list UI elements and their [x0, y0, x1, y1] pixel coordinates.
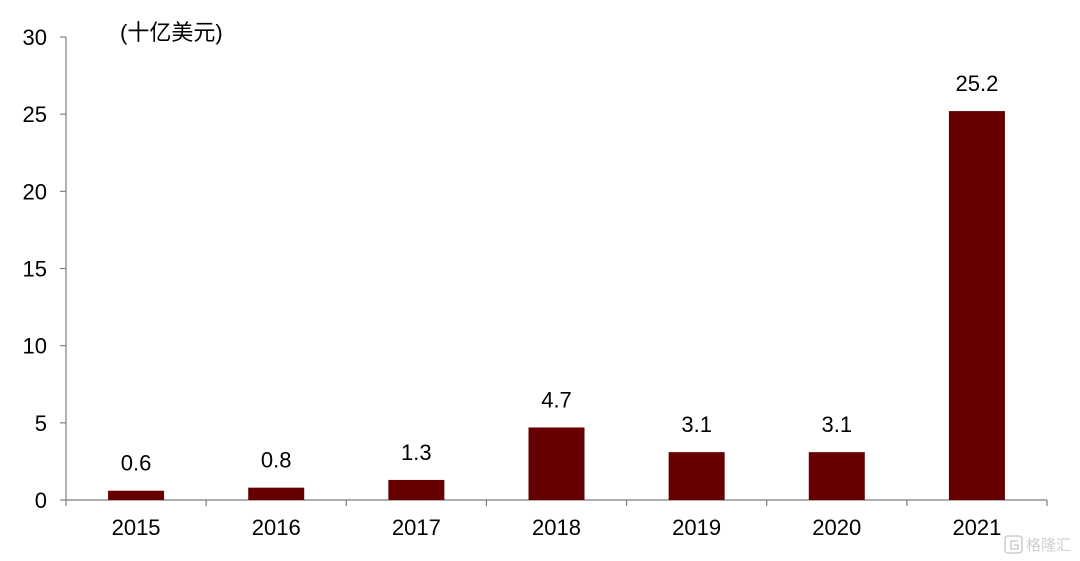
- bar-2020: [808, 452, 865, 500]
- bar-2018: [528, 427, 585, 500]
- y-tick-label: 20: [23, 179, 47, 204]
- bar-2021: [948, 111, 1005, 500]
- y-tick-label: 30: [23, 25, 47, 50]
- x-tick-label-2016: 2016: [252, 515, 301, 540]
- bar-2017: [388, 479, 445, 500]
- x-tick-label-2015: 2015: [112, 515, 161, 540]
- x-tick-label-2020: 2020: [812, 515, 861, 540]
- data-label-2017: 1.3: [401, 440, 432, 465]
- y-tick-label: 5: [35, 411, 47, 436]
- data-label-2020: 3.1: [821, 412, 852, 437]
- y-tick-label: 25: [23, 102, 47, 127]
- bar-2019: [668, 452, 725, 500]
- x-tick-label-2017: 2017: [392, 515, 441, 540]
- data-labels: 0.6 0.8 1.3 4.7 3.1 3.1 25.2: [121, 71, 999, 476]
- x-axis: 2015 2016 2017 2018 2019 2020 2021: [65, 499, 1048, 540]
- data-label-2018: 4.7: [541, 387, 572, 412]
- y-tick-label: 0: [35, 488, 47, 513]
- bar-2015: [108, 490, 165, 500]
- x-tick-label-2021: 2021: [952, 515, 1001, 540]
- x-tick-label-2018: 2018: [532, 515, 581, 540]
- data-label-2015: 0.6: [121, 451, 152, 476]
- data-label-2016: 0.8: [261, 448, 292, 473]
- data-label-2021: 25.2: [956, 71, 999, 96]
- gelonghui-logo-icon: [1004, 535, 1023, 554]
- bars: [108, 111, 1005, 500]
- y-tick-label: 15: [23, 257, 47, 282]
- bar-2016: [248, 487, 305, 500]
- x-tick-label-2019: 2019: [672, 515, 721, 540]
- unit-label: (十亿美元): [120, 20, 223, 45]
- y-tick-label: 10: [23, 334, 47, 359]
- data-label-2019: 3.1: [681, 412, 712, 437]
- y-axis: 0 5 10 15 20 25 30: [23, 25, 67, 513]
- watermark: 格隆汇: [1004, 535, 1071, 554]
- watermark-text: 格隆汇: [1026, 536, 1071, 554]
